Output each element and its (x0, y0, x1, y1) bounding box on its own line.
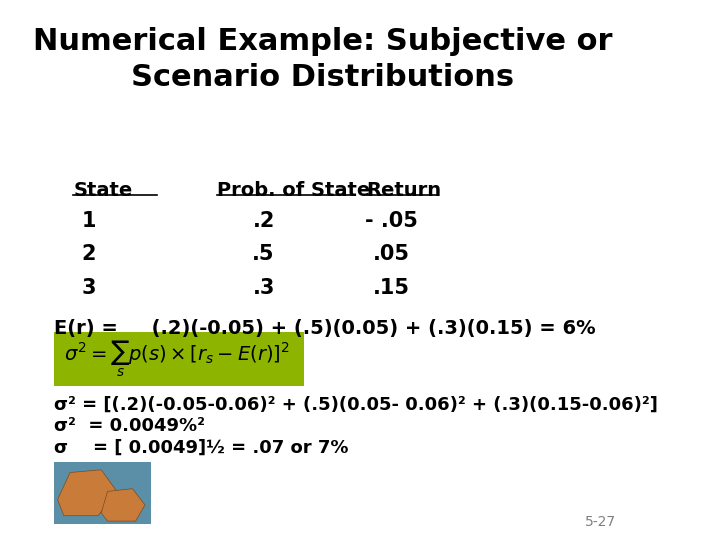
Text: σ    = [ 0.0049]½ = .07 or 7%: σ = [ 0.0049]½ = .07 or 7% (55, 438, 349, 456)
Text: σ²  = 0.0049%²: σ² = 0.0049%² (55, 417, 205, 435)
Text: Return: Return (366, 181, 442, 200)
Text: .3: .3 (253, 278, 275, 298)
Text: State: State (73, 181, 132, 200)
Text: Numerical Example: Subjective or
Scenario Distributions: Numerical Example: Subjective or Scenari… (33, 27, 613, 92)
Text: E(r) =     (.2)(-0.05) + (.5)(0.05) + (.3)(0.15) = 6%: E(r) = (.2)(-0.05) + (.5)(0.05) + (.3)(0… (55, 319, 596, 338)
FancyBboxPatch shape (55, 462, 151, 524)
Text: 2: 2 (81, 244, 96, 264)
Text: σ² = [(.2)(-0.05-0.06)² + (.5)(0.05- 0.06)² + (.3)(0.15-0.06)²]: σ² = [(.2)(-0.05-0.06)² + (.5)(0.05- 0.0… (55, 395, 658, 413)
Text: - .05: - .05 (365, 211, 418, 231)
Text: .5: .5 (252, 244, 275, 264)
Text: $\sigma^2 = \sum_s p(s) \times [r_s - E(r)]^2$: $\sigma^2 = \sum_s p(s) \times [r_s - E(… (64, 339, 289, 379)
Text: .15: .15 (373, 278, 410, 298)
FancyBboxPatch shape (55, 332, 304, 386)
Text: 1: 1 (81, 211, 96, 231)
Text: .05: .05 (373, 244, 410, 264)
Text: .2: .2 (253, 211, 275, 231)
Text: 3: 3 (81, 278, 96, 298)
Text: 5-27: 5-27 (585, 515, 616, 529)
Polygon shape (102, 489, 145, 521)
Polygon shape (58, 470, 117, 516)
Text: Prob. of State: Prob. of State (217, 181, 370, 200)
